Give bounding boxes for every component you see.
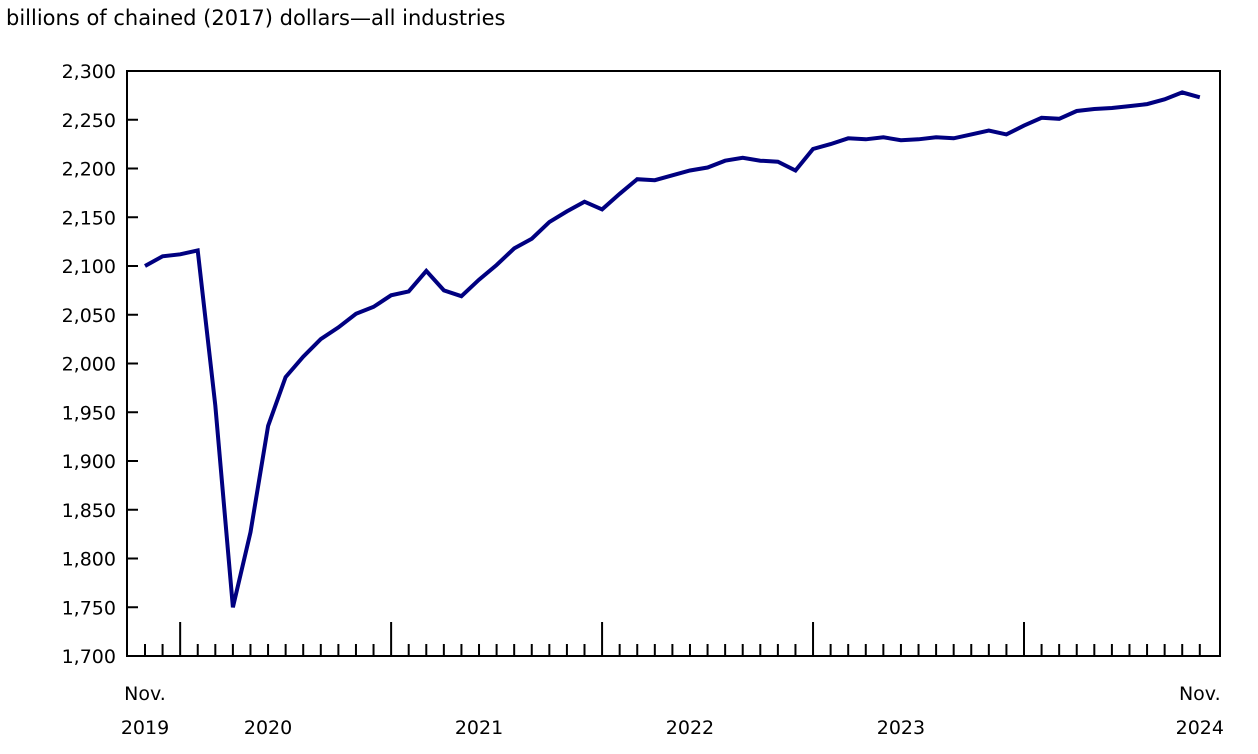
x-tick-label-month: Nov. [1179,683,1221,705]
y-tick-label: 2,100 [62,256,116,278]
y-tick-label: 1,800 [62,549,116,571]
x-axis: Nov. 2019 2020 2021 2022 2023 Nov. 2024 [121,622,1224,739]
y-tick-label: 1,700 [62,646,116,668]
y-tick-label: 2,200 [62,159,116,181]
y-tick-label: 1,750 [62,597,116,619]
x-tick-label-year: 2024 [1176,717,1224,739]
chart-title: billions of chained (2017) dollars—all i… [6,6,505,30]
x-tick-label-month: Nov. [124,683,166,705]
x-tick-label-year: 2023 [877,717,925,739]
series-line [144,90,1201,608]
x-tick-label-year: 2022 [666,717,714,739]
y-tick-label: 1,900 [62,451,116,473]
y-axis: 1,700 1,750 1,800 1,850 1,900 1,950 2,000 2,050… [62,61,138,668]
series-line-group [144,90,1201,608]
y-tick-label: 2,000 [62,354,116,376]
y-tick-label: 1,850 [62,500,116,522]
x-tick-label-year: 2019 [121,717,169,739]
y-tick-label: 2,300 [62,61,116,83]
y-tick-label: 2,150 [62,207,116,229]
x-tick-label-year: 2021 [455,717,503,739]
y-tick-label: 1,950 [62,402,116,424]
plot-frame [126,70,1221,657]
y-tick-label: 2,050 [62,305,116,327]
y-tick-label: 2,250 [62,110,116,132]
x-tick-label-year: 2020 [244,717,292,739]
